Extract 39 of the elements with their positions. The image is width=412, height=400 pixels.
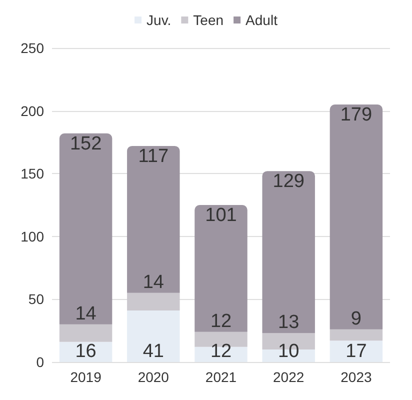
data-label: 129 [272,171,304,192]
y-tick-label: 0 [36,354,44,370]
data-label: 117 [138,146,169,167]
data-label: 179 [340,104,372,126]
bar [330,340,383,362]
y-tick-label: 200 [20,102,44,119]
data-label: 10 [278,341,300,362]
y-tick-label: 50 [28,291,44,308]
bar [127,310,180,362]
data-label: 12 [210,341,232,362]
data-label: 152 [70,133,102,154]
y-tick-label: 100 [20,228,44,244]
y-tick-label: 150 [20,166,44,182]
bar [262,171,315,334]
bar [194,205,248,332]
data-label: 16 [75,341,96,362]
legend-label: Teen [193,12,224,28]
x-tick-label: 2023 [340,369,372,385]
data-label: 14 [75,303,97,324]
bar [330,329,383,341]
bar [330,104,383,330]
x-tick-label: 2019 [70,369,102,385]
bar [59,133,112,324]
data-label: 13 [278,312,300,334]
legend-label: Adult [246,12,278,28]
data-label: 41 [142,341,164,362]
x-tick-label: 2020 [138,369,170,385]
bar [127,292,180,311]
data-label: 12 [210,310,232,332]
bar [127,146,180,293]
y-tick-label: 250 [20,40,44,56]
x-tick-label: 2021 [205,369,237,385]
x-tick-label: 2022 [273,369,304,385]
legend-label: Juv. [146,12,172,28]
data-label: 17 [346,341,367,362]
data-label: 9 [350,308,362,330]
bar [59,324,112,342]
data-label: 14 [142,272,164,293]
data-label: 101 [205,205,237,226]
